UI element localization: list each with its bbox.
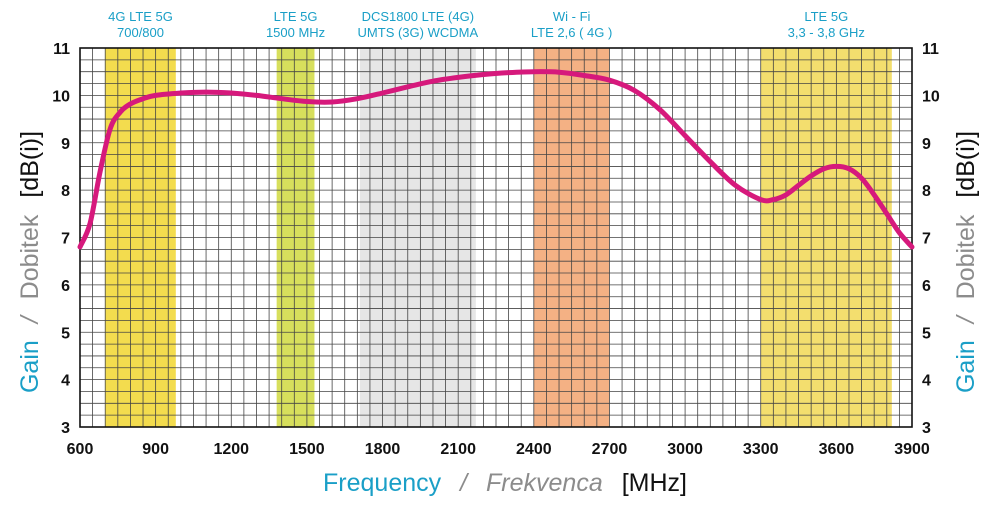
x-tick-label: 1800 xyxy=(365,441,401,458)
x-tick-label: 2400 xyxy=(516,441,552,458)
y-tick-label-left: 8 xyxy=(61,183,70,200)
y-tick-label-left: 10 xyxy=(52,88,70,105)
band-label-2-0: DCS1800 LTE (4G) xyxy=(362,9,474,24)
band-label-0-1: 700/800 xyxy=(117,25,164,40)
x-title-unit: [MHz] xyxy=(622,469,687,497)
y-tick-label-left: 9 xyxy=(61,136,70,153)
y-tick-label-right: 8 xyxy=(922,183,931,200)
band-label-1-1: 1500 MHz xyxy=(266,25,325,40)
y-tick-label-right: 6 xyxy=(922,278,931,295)
y-tick-label-right: 9 xyxy=(922,136,931,153)
x-tick-label: 600 xyxy=(67,441,94,458)
y-axis-title-right: Gain / Dobitek [dB(i)] xyxy=(952,131,980,393)
band-label-4-0: LTE 5G xyxy=(804,9,848,24)
y-tick-label-right: 3 xyxy=(922,420,931,437)
y-title-sep: / xyxy=(16,313,44,325)
x-tick-label: 2100 xyxy=(440,441,476,458)
x-tick-label: 3300 xyxy=(743,441,779,458)
y-tick-label-left: 11 xyxy=(53,41,70,58)
band-label-3-1: LTE 2,6 ( 4G ) xyxy=(531,25,612,40)
y-title-alt: Dobitek xyxy=(16,214,44,299)
y-title-unit-right: [dB(i)] xyxy=(952,131,980,198)
y-tick-label-right: 7 xyxy=(922,231,931,248)
y-tick-label-left: 3 xyxy=(61,420,70,437)
band-label-0-0: 4G LTE 5G xyxy=(108,9,173,24)
plot-frame xyxy=(79,47,913,428)
x-tick-label: 3600 xyxy=(819,441,855,458)
x-ticks: 600 900 1200 1500 1800 2100 2400 2700 3000 3300 36… xyxy=(67,441,930,458)
gain-curve xyxy=(77,69,915,250)
y-title-sep-right: / xyxy=(952,313,980,325)
x-tick-label: 2700 xyxy=(592,441,628,458)
band-label-3-0: Wi - Fi xyxy=(553,9,591,24)
y-title-alt-right: Dobitek xyxy=(952,214,980,299)
y-axis-title-left: Gain / Dobitek [dB(i)] xyxy=(16,131,44,393)
y-tick-label-right: 10 xyxy=(922,88,940,105)
y-tick-label-right: 4 xyxy=(922,373,931,390)
y-tick-label-left: 7 xyxy=(61,231,70,248)
x-tick-label: 1200 xyxy=(213,441,249,458)
y-title-unit: [dB(i)] xyxy=(16,131,44,198)
x-title-sep: / xyxy=(458,469,470,497)
y-title-main: Gain xyxy=(16,340,44,393)
y-tick-label-right: 11 xyxy=(922,41,939,58)
x-tick-label: 3000 xyxy=(667,441,703,458)
y-tick-label-left: 4 xyxy=(61,373,70,390)
x-tick-label: 900 xyxy=(142,441,169,458)
y-tick-label-right: 5 xyxy=(922,325,931,342)
x-axis-title: Frequency / Frekvenca [MHz] xyxy=(323,469,687,497)
x-title-main: Frequency xyxy=(323,469,442,497)
y-title-main-right: Gain xyxy=(952,340,980,393)
x-tick-label: 3900 xyxy=(894,441,930,458)
y-tick-label-left: 5 xyxy=(61,325,70,342)
y-ticks-right: 3 4 5 6 7 8 9 10 11 xyxy=(922,41,940,437)
band-label-2-1: UMTS (3G) WCDMA xyxy=(358,25,479,40)
y-tick-label-left: 6 xyxy=(61,278,70,295)
y-ticks-left: 3 4 5 6 7 8 9 10 11 xyxy=(52,41,70,437)
x-tick-label: 1500 xyxy=(289,441,325,458)
x-title-alt: Frekvenca xyxy=(486,469,603,497)
band-label-1-0: LTE 5G xyxy=(274,9,318,24)
band-label-4-1: 3,3 - 3,8 GHz xyxy=(788,25,865,40)
